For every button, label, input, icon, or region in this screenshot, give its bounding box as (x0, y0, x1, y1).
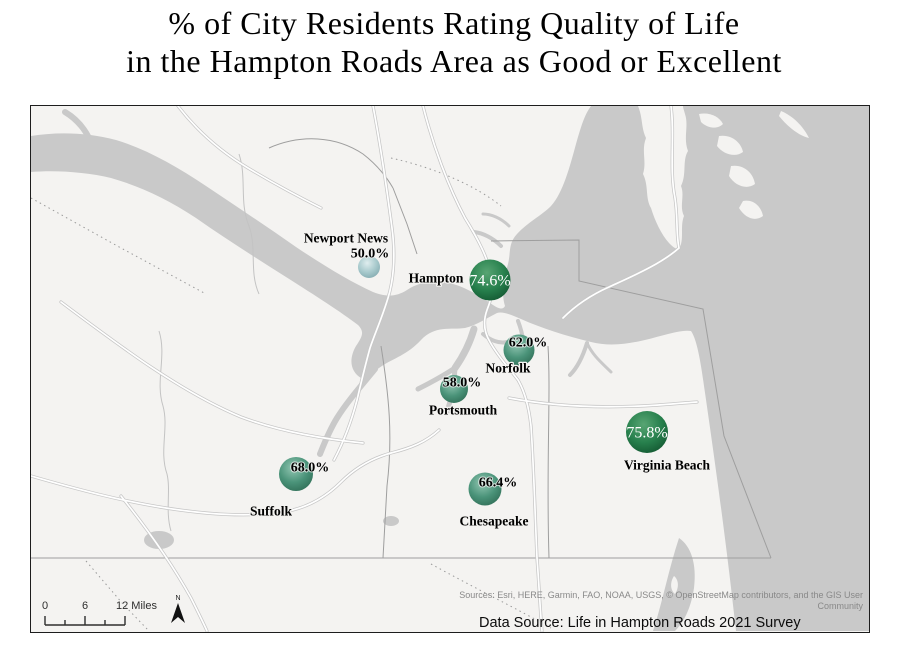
scale-bar-graphic: 0 6 12 Miles (42, 600, 157, 626)
scale-label-0: 0 (42, 600, 48, 612)
north-arrow-graphic: N (171, 595, 185, 623)
city-name-virginia-beach: Virginia Beach (624, 458, 711, 473)
city-symbol-suffolk (279, 457, 313, 491)
map-attribution: Sources: Esri, HERE, Garmin, FAO, NOAA, … (433, 590, 863, 612)
value-label-portsmouth: 58.0% (443, 376, 482, 391)
title-line-1: % of City Residents Rating Quality of Li… (168, 5, 740, 41)
city-symbol-chesapeake (468, 472, 502, 506)
roads (31, 106, 699, 632)
city-name-portsmouth: Portsmouth (429, 403, 498, 418)
map-frame: 50.0% Newport News 74.6% Hampton 62.0% Norfol… (30, 105, 870, 633)
city-symbol-portsmouth (440, 375, 468, 403)
city-symbols (279, 256, 668, 506)
title-line-2: in the Hampton Roads Area as Good or Exc… (126, 43, 782, 79)
city-name-hampton: Hampton (409, 271, 464, 286)
city-symbol-virginia-beach (626, 411, 668, 453)
creeks (158, 153, 260, 532)
data-source-note: Data Source: Life in Hampton Roads 2021 … (479, 615, 801, 631)
value-label-virginia-beach: 75.8% (626, 425, 667, 442)
value-label-hampton: 74.6% (469, 273, 510, 290)
attribution-line-1: Sources: Esri, HERE, Garmin, FAO, NOAA, … (459, 590, 863, 600)
attribution-line-2: Community (817, 601, 863, 611)
city-name-chesapeake: Chesapeake (459, 514, 528, 529)
water-bodies (31, 106, 869, 631)
value-label-norfolk: 62.0% (509, 336, 548, 351)
city-symbol-newport-news (358, 256, 380, 278)
scale-label-mid: 6 (82, 600, 88, 612)
north-label: N (175, 595, 180, 602)
value-label-newport-news: 50.0% (351, 247, 390, 262)
value-label-suffolk: 68.0% (291, 461, 330, 476)
city-name-suffolk: Suffolk (250, 504, 293, 519)
page-title: % of City Residents Rating Quality of Li… (0, 4, 908, 80)
city-labels: 50.0%Newport News 74.6% Hampton 62.0% Norfol… (249, 229, 712, 530)
value-label-chesapeake: 66.4% (479, 476, 518, 491)
city-symbol-norfolk (503, 334, 535, 366)
north-arrow: N (169, 592, 189, 626)
north-arrow-icon (171, 603, 185, 623)
map-canvas: 50.0%Newport News 74.6% Hampton 62.0% Norfol… (31, 106, 869, 632)
city-name-newport-news: Newport News (304, 231, 388, 246)
city-name-norfolk: Norfolk (486, 361, 531, 376)
scale-bar: 0 6 12 Miles (39, 596, 209, 630)
scale-label-end: 12 Miles (116, 600, 157, 612)
city-symbol-hampton (469, 259, 511, 301)
boundaries (31, 138, 772, 632)
